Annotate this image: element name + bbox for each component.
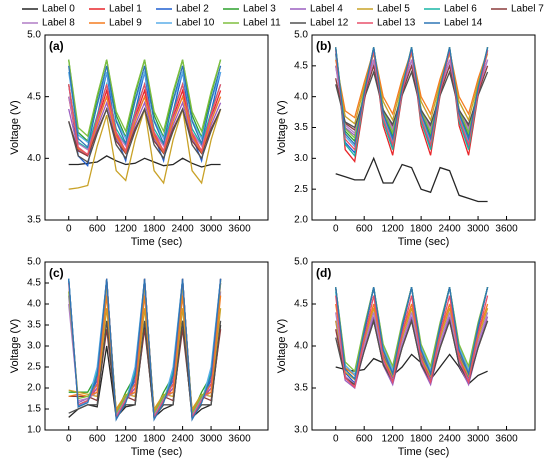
y-tick-label: 4.5 <box>27 91 41 102</box>
x-tick-label: 3000 <box>200 434 223 445</box>
series-line <box>68 295 222 414</box>
x-axis-label: Time (sec) <box>398 236 450 248</box>
panel-title: (a) <box>49 39 64 53</box>
x-tick-label: 2400 <box>438 224 461 235</box>
y-tick-label: 1.0 <box>27 425 41 436</box>
x-tick-label: 1200 <box>382 434 405 445</box>
x-tick-label: 600 <box>89 224 106 235</box>
series-line <box>68 308 222 411</box>
series-line <box>68 84 222 156</box>
y-tick-label: 4.0 <box>294 91 308 102</box>
series-line <box>68 106 222 163</box>
x-tick-label: 3600 <box>228 434 251 445</box>
x-tick-label: 3600 <box>495 434 518 445</box>
x-tick-label: 600 <box>89 434 106 445</box>
y-tick-label: 3.0 <box>294 425 308 436</box>
y-tick-label: 5.0 <box>294 257 308 268</box>
legend-label: Label 13 <box>377 18 416 29</box>
x-axis-label: Time (sec) <box>131 236 183 248</box>
series-line <box>335 295 489 389</box>
legend-label: Label 6 <box>444 4 477 15</box>
x-tick-label: 2400 <box>171 434 194 445</box>
y-tick-label: 3.0 <box>27 341 41 352</box>
y-tick-label: 2.0 <box>294 215 308 226</box>
x-tick-label: 0 <box>66 434 72 445</box>
x-tick-label: 3600 <box>228 224 251 235</box>
x-axis-label: Time (sec) <box>398 446 450 458</box>
legend-label: Label 7 <box>511 4 544 15</box>
y-tick-label: 1.5 <box>27 404 41 415</box>
y-tick-label: 4.5 <box>294 60 308 71</box>
series-line <box>68 278 222 422</box>
legend-label: Label 1 <box>109 4 142 15</box>
y-tick-label: 3.0 <box>294 153 308 164</box>
x-tick-label: 2400 <box>438 434 461 445</box>
x-tick-label: 1200 <box>115 434 138 445</box>
series-line <box>335 287 489 381</box>
plot-frame <box>44 34 269 221</box>
y-tick-label: 4.0 <box>27 153 41 164</box>
series-line <box>335 318 489 386</box>
y-tick-label: 4.5 <box>294 299 308 310</box>
panel-title: (d) <box>316 266 331 280</box>
legend-label: Label 5 <box>377 4 410 15</box>
x-tick-label: 3000 <box>200 224 223 235</box>
y-tick-label: 2.5 <box>294 184 308 195</box>
y-axis-label: Voltage (V) <box>276 319 288 373</box>
x-tick-label: 600 <box>356 224 373 235</box>
x-tick-label: 600 <box>356 434 373 445</box>
y-axis-label: Voltage (V) <box>9 319 21 373</box>
y-tick-label: 5.0 <box>294 30 308 41</box>
legend-label: Label 14 <box>444 18 483 29</box>
x-tick-label: 0 <box>66 224 72 235</box>
x-axis-label: Time (sec) <box>131 446 183 458</box>
x-tick-label: 1800 <box>410 434 433 445</box>
y-tick-label: 4.0 <box>294 341 308 352</box>
x-tick-label: 0 <box>333 224 339 235</box>
legend-label: Label 0 <box>42 4 75 15</box>
x-tick-label: 0 <box>333 434 339 445</box>
x-tick-label: 3600 <box>495 224 518 235</box>
x-tick-label: 3000 <box>467 224 490 235</box>
legend-label: Label 10 <box>176 18 215 29</box>
panel-title: (b) <box>316 39 331 53</box>
legend-label: Label 11 <box>243 18 281 29</box>
legend-label: Label 3 <box>243 4 276 15</box>
x-tick-label: 3000 <box>467 434 490 445</box>
x-tick-label: 1800 <box>143 224 166 235</box>
panel-title: (c) <box>49 266 64 280</box>
x-tick-label: 1800 <box>410 224 433 235</box>
x-tick-label: 1200 <box>382 224 405 235</box>
legend-label: Label 4 <box>310 4 343 15</box>
y-tick-label: 5.0 <box>27 257 41 268</box>
series-line <box>335 47 489 146</box>
legend-label: Label 9 <box>109 18 142 29</box>
y-tick-label: 3.5 <box>27 320 41 331</box>
plot-frame <box>311 261 536 431</box>
y-tick-label: 3.5 <box>294 383 308 394</box>
series-line <box>68 59 222 138</box>
legend-label: Label 8 <box>42 18 75 29</box>
series-line <box>68 100 222 157</box>
x-tick-label: 1200 <box>115 224 138 235</box>
y-tick-label: 3.5 <box>27 215 41 226</box>
series-line <box>68 65 222 149</box>
legend-label: Label 2 <box>176 4 209 15</box>
series-line <box>68 155 221 168</box>
y-tick-label: 2.5 <box>27 362 41 373</box>
y-tick-label: 2.0 <box>27 383 41 394</box>
y-tick-label: 4.5 <box>27 278 41 289</box>
legend-label: Label 12 <box>310 18 349 29</box>
x-tick-label: 2400 <box>171 224 194 235</box>
y-axis-label: Voltage (V) <box>276 100 288 154</box>
y-tick-label: 5.0 <box>27 30 41 41</box>
x-tick-label: 1800 <box>143 434 166 445</box>
series-line <box>335 156 488 203</box>
y-tick-label: 3.5 <box>294 122 308 133</box>
series-line <box>68 81 222 156</box>
y-axis-label: Voltage (V) <box>9 100 21 154</box>
y-tick-label: 4.0 <box>27 299 41 310</box>
